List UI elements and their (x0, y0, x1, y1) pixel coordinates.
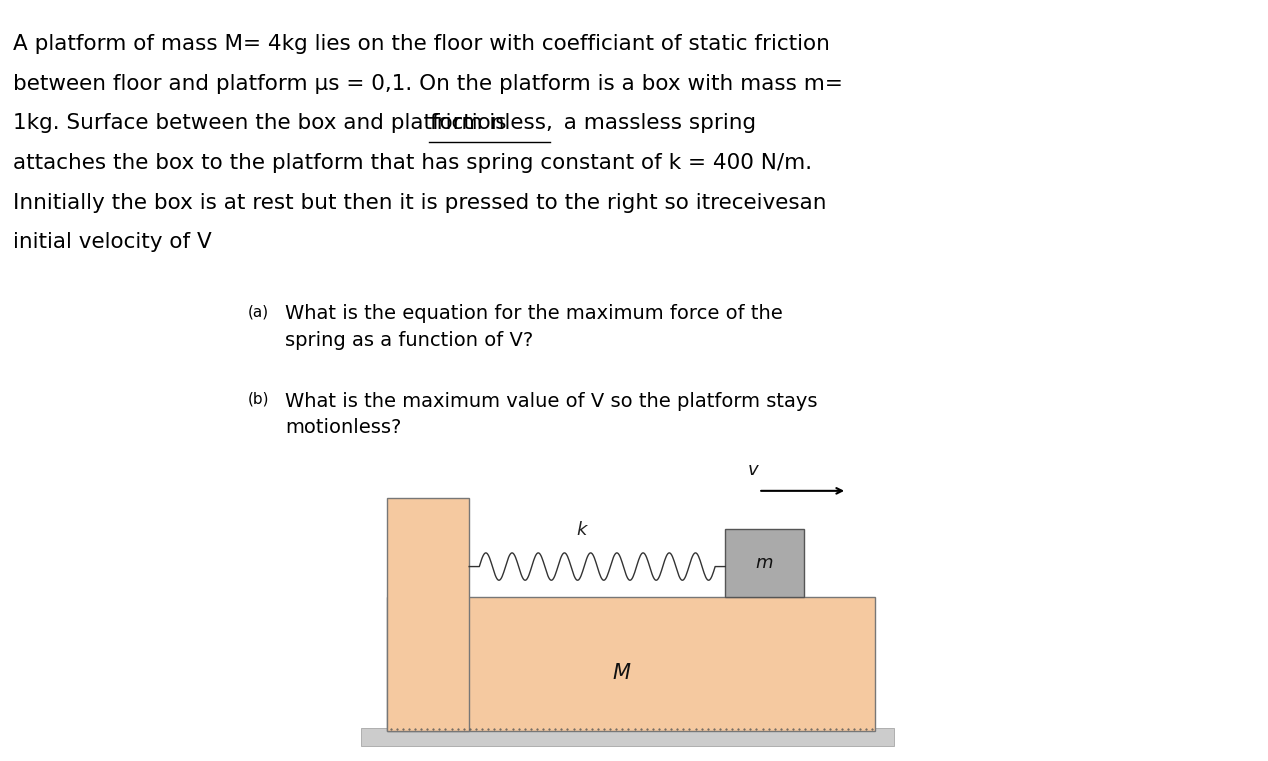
Bar (361, 728, 894, 746)
Text: What is the maximum value of V so the platform stays
motionless?: What is the maximum value of V so the pl… (285, 392, 818, 438)
Text: M: M (612, 664, 630, 683)
Text: v: v (748, 460, 758, 479)
Text: a massless spring: a massless spring (549, 113, 756, 133)
Text: Innitially the box is at rest but then it is pressed to the right so itreceivesa: Innitially the box is at rest but then i… (13, 193, 827, 212)
Text: (a): (a) (247, 304, 269, 320)
Text: between floor and platform μs = 0,1. On the platform is a box with mass m=: between floor and platform μs = 0,1. On … (13, 74, 842, 94)
Bar (387, 498, 469, 731)
Bar (387, 597, 875, 731)
Bar (725, 529, 804, 597)
Text: 1kg. Surface between the box and platform is: 1kg. Surface between the box and platfor… (13, 113, 514, 133)
Text: frictionless,: frictionless, (429, 113, 553, 133)
Text: attaches the box to the platform that has spring constant of k = 400 N/m.: attaches the box to the platform that ha… (13, 153, 812, 173)
Text: m: m (756, 554, 773, 572)
Text: What is the equation for the maximum force of the
spring as a function of V?: What is the equation for the maximum for… (285, 304, 784, 350)
Text: initial velocity of V: initial velocity of V (13, 232, 212, 252)
Text: A platform of mass M= 4kg lies on the floor with coefficiant of static friction: A platform of mass M= 4kg lies on the fl… (13, 34, 829, 54)
Text: (b): (b) (247, 392, 269, 407)
Text: k: k (577, 521, 587, 539)
